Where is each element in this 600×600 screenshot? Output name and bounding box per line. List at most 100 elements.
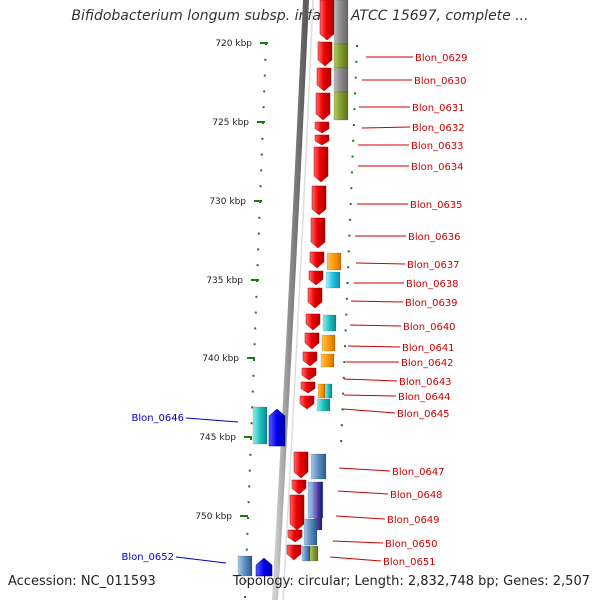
ruler-label: 745 kbp (199, 433, 236, 443)
gene-arrow-forward[interactable] (315, 92, 331, 121)
feature-box[interactable] (310, 453, 327, 480)
ruler-minor-tick (243, 596, 246, 598)
feature-box[interactable] (301, 545, 311, 562)
gene-arrow-forward[interactable] (310, 217, 326, 249)
gene-label[interactable]: Blon_0632 (412, 123, 465, 134)
gene-label[interactable]: Blon_0635 (410, 200, 463, 211)
gene-arrow-forward[interactable] (287, 529, 303, 543)
feature-box[interactable] (321, 334, 336, 352)
gene-label[interactable]: Blon_0639 (405, 298, 458, 309)
ruler-minor-tick (251, 406, 254, 409)
label-leader-line (335, 515, 386, 520)
gene-label[interactable]: Blon_0650 (385, 539, 438, 550)
feature-box[interactable] (322, 314, 337, 332)
gene-label[interactable]: Blon_0641 (402, 343, 455, 354)
gene-label[interactable]: Blon_0649 (387, 515, 440, 526)
ruler-minor-tick (345, 313, 348, 316)
ruler-minor-tick (250, 422, 253, 425)
gene-label[interactable]: Blon_0633 (411, 141, 464, 152)
gene-arrow-forward[interactable] (313, 146, 329, 183)
feature-box[interactable] (333, 91, 349, 121)
feature-box[interactable] (317, 383, 326, 399)
gene-label[interactable]: Blon_0634 (411, 162, 464, 173)
gene-arrow-forward[interactable] (308, 270, 324, 286)
gene-arrow-forward[interactable] (286, 544, 302, 561)
ruler-minor-tick (254, 327, 257, 330)
label-leader-line (337, 490, 389, 495)
ruler-minor-tick (264, 58, 267, 61)
ruler-minor-tick (354, 76, 357, 79)
gene-label[interactable]: Blon_0636 (408, 232, 461, 243)
feature-box[interactable] (313, 481, 323, 531)
feature-box[interactable] (252, 406, 268, 445)
ruler-minor-tick (263, 90, 266, 93)
ruler-minor-tick (260, 169, 263, 172)
gene-arrow-forward[interactable] (314, 134, 330, 146)
gene-arrow-forward[interactable] (291, 479, 307, 495)
ruler-minor-tick (258, 216, 261, 219)
gene-label[interactable]: Blon_0652 (121, 552, 174, 563)
feature-box[interactable] (320, 353, 335, 368)
gene-label[interactable]: Blon_0630 (414, 76, 467, 87)
gene-label[interactable]: Blon_0631 (412, 103, 465, 114)
label-leader-line (332, 540, 384, 544)
feature-box[interactable] (333, 43, 349, 69)
gene-arrow-forward[interactable] (304, 332, 320, 350)
gene-arrow-forward[interactable] (301, 367, 317, 381)
feature-box[interactable] (333, 67, 349, 93)
ruler-minor-tick (256, 264, 259, 267)
gene-arrow-reverse[interactable] (255, 557, 273, 577)
gene-arrow-forward[interactable] (299, 395, 315, 410)
ruler-minor-tick (253, 343, 256, 346)
gene-arrow-forward[interactable] (305, 313, 321, 331)
gene-label[interactable]: Blon_0651 (383, 557, 436, 568)
feature-box[interactable] (316, 398, 331, 412)
ruler-minor-tick (246, 532, 249, 535)
ruler-minor-tick (343, 345, 346, 348)
gene-label[interactable]: Blon_0638 (406, 279, 459, 290)
ruler-minor-tick (349, 203, 352, 205)
feature-box[interactable] (237, 555, 253, 577)
ruler-minor-tick (249, 438, 252, 440)
feature-box[interactable] (303, 518, 318, 546)
gene-label[interactable]: Blon_0645 (397, 409, 450, 420)
label-leader-line (361, 126, 411, 129)
ruler-minor-tick (344, 329, 347, 332)
gene-arrow-forward[interactable] (289, 494, 305, 531)
gene-label[interactable]: Blon_0647 (392, 467, 445, 478)
ruler-label: 725 kbp (212, 118, 249, 128)
feature-box[interactable] (324, 383, 333, 399)
label-leader-line (185, 417, 239, 423)
gene-label[interactable]: Blon_0648 (390, 490, 443, 501)
gene-arrow-forward[interactable] (300, 381, 316, 394)
gene-arrow-forward[interactable] (302, 351, 318, 367)
ruler-minor-tick (257, 248, 260, 251)
gene-arrow-forward[interactable] (316, 67, 332, 92)
gene-arrow-forward[interactable] (309, 251, 325, 269)
gene-label[interactable]: Blon_0643 (399, 377, 452, 388)
label-leader-line (329, 556, 382, 562)
gene-label[interactable]: Blon_0637 (407, 260, 460, 271)
gene-arrow-forward[interactable] (319, 0, 335, 41)
feature-box[interactable] (309, 545, 319, 562)
gene-arrow-reverse[interactable] (268, 408, 286, 447)
gene-arrow-forward[interactable] (293, 451, 309, 479)
feature-box[interactable] (326, 252, 342, 271)
gene-arrow-forward[interactable] (307, 287, 323, 309)
gene-arrow-forward[interactable] (317, 41, 333, 67)
gene-label[interactable]: Blon_0644 (398, 392, 451, 403)
gene-label[interactable]: Blon_0646 (131, 413, 184, 424)
gene-labels-left: Blon_0646 Blon_0652 (121, 413, 239, 564)
gene-label[interactable]: Blon_0629 (415, 53, 468, 64)
feature-box[interactable] (333, 0, 349, 45)
gene-label[interactable]: Blon_0640 (403, 322, 456, 333)
feature-box[interactable] (325, 271, 341, 289)
gene-arrow-forward[interactable] (314, 121, 330, 134)
ruler-minor-tick (251, 390, 254, 393)
gene-label[interactable]: Blon_0642 (401, 358, 454, 369)
gene-arrow-forward[interactable] (311, 185, 327, 216)
ruler-label: 735 kbp (206, 276, 243, 286)
ruler-minor-tick (244, 580, 247, 583)
